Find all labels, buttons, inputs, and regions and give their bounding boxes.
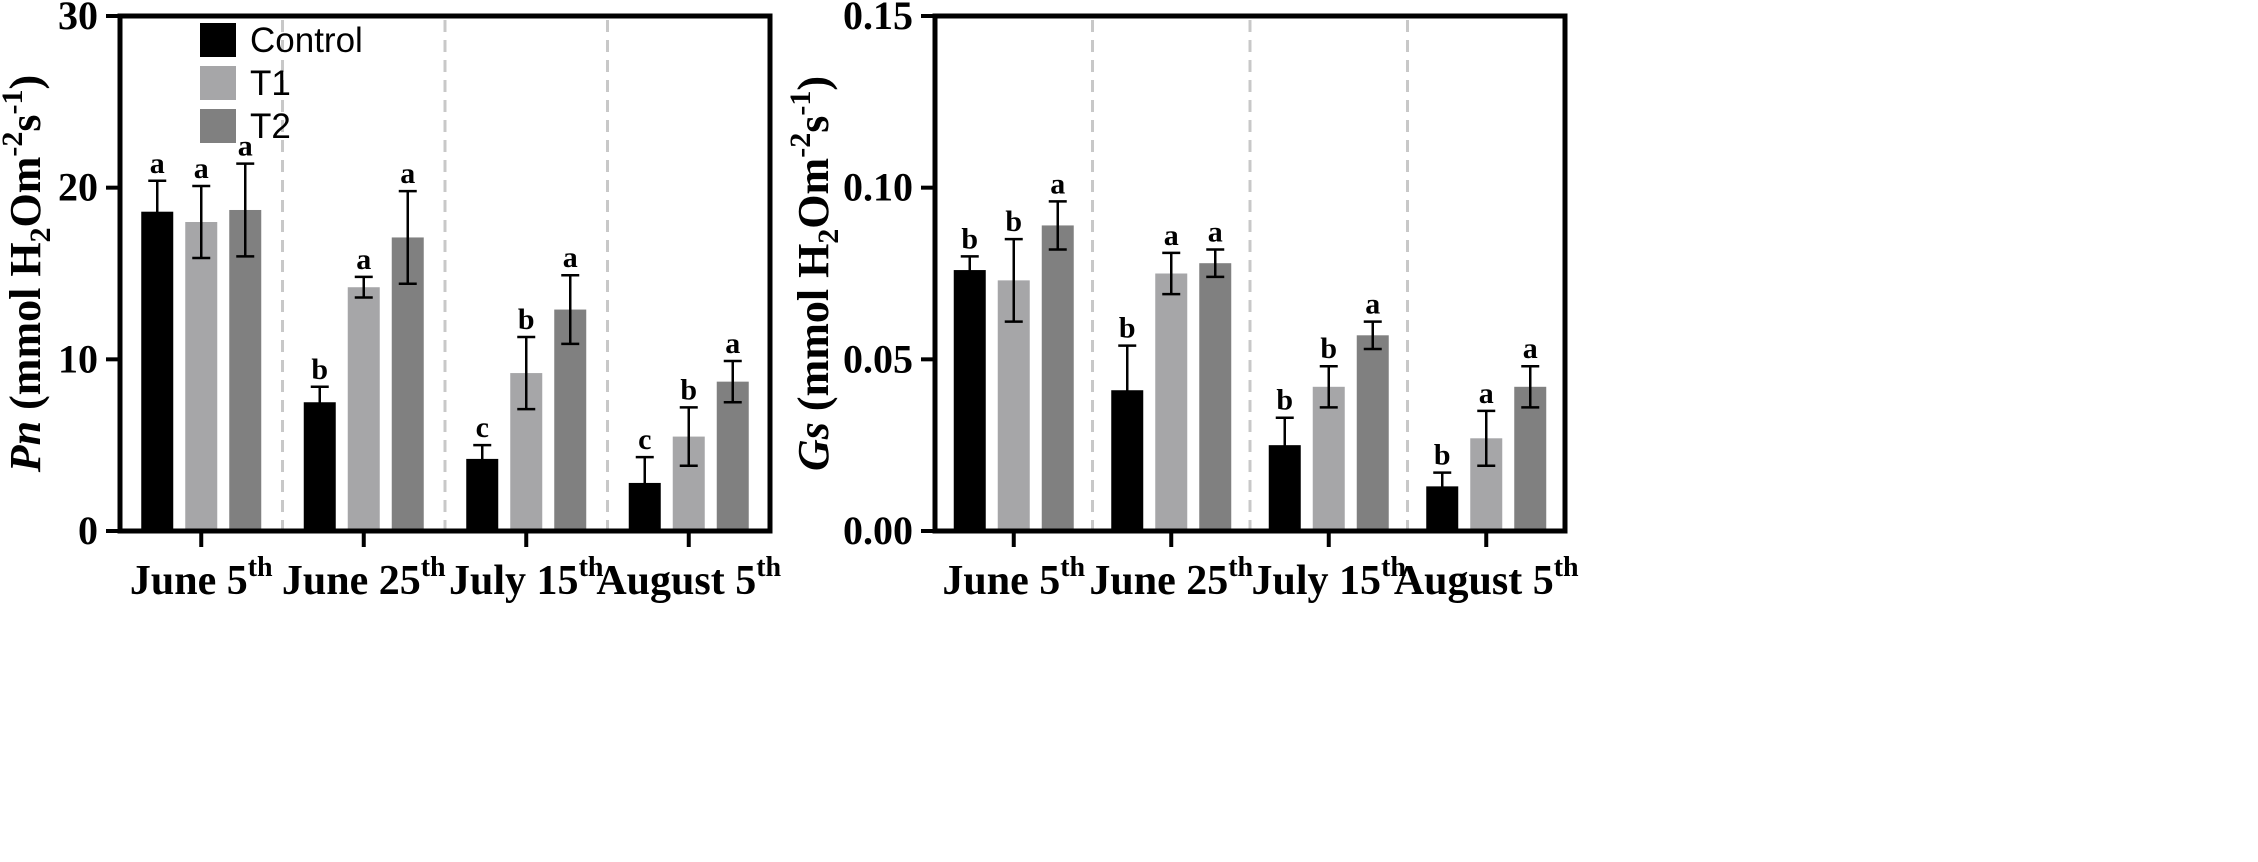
error-bar: [679, 406, 698, 468]
error-bar: [1477, 409, 1496, 468]
error-bar: [1206, 248, 1225, 279]
significance-letter: b: [518, 303, 535, 336]
legend-swatch-control: [200, 23, 236, 57]
significance-letter: a: [150, 147, 165, 180]
bar-t1-2: [347, 287, 380, 531]
x-category-label: August 5th: [1394, 552, 1579, 604]
error-bar: [1004, 237, 1023, 323]
error-bar: [192, 184, 211, 260]
x-category-label: July 15th: [449, 552, 604, 604]
error-bar: [1363, 320, 1382, 351]
error-bar: [236, 162, 255, 258]
significance-letter: a: [356, 243, 371, 276]
y-axis-label: Gs (mmol H2Om-2s-1): [784, 76, 845, 471]
significance-letter: a: [563, 241, 578, 274]
x-category-label: August 5th: [596, 552, 781, 604]
significance-letter: b: [1276, 384, 1293, 417]
error-bar: [1048, 200, 1067, 251]
x-category-label: July 15th: [1252, 552, 1407, 604]
y-tick-label: 30: [58, 0, 98, 38]
significance-letter: b: [1005, 205, 1022, 238]
legend-swatch-t2: [200, 109, 236, 143]
bar-control-2: [303, 402, 336, 531]
y-tick-label: 10: [58, 336, 98, 381]
error-bar: [148, 179, 167, 244]
bar-control-1: [141, 211, 174, 531]
significance-letter: a: [238, 130, 253, 163]
error-bar: [960, 255, 979, 286]
error-bar: [398, 189, 417, 286]
significance-letter: a: [1523, 332, 1538, 365]
bar-control-1: [953, 270, 986, 531]
legend-swatch-t1: [200, 66, 236, 100]
error-bar: [561, 273, 580, 346]
significance-letter: b: [1320, 332, 1337, 365]
significance-letter: c: [476, 411, 489, 444]
bar-t1-2: [1155, 273, 1188, 531]
y-tick-label: 20: [58, 165, 98, 210]
bar-t2-1: [229, 209, 262, 531]
x-category-label: June 5th: [130, 552, 273, 604]
legend-label: T2: [250, 107, 291, 146]
error-bar: [517, 335, 536, 411]
legend-label: T1: [250, 64, 291, 103]
x-category-label: June 25th: [282, 552, 446, 604]
bar-t2-1: [1041, 225, 1074, 531]
y-tick-label: 0: [78, 508, 98, 553]
bar-t1-3: [1312, 386, 1345, 531]
significance-letter: a: [194, 152, 209, 185]
error-bar: [310, 385, 329, 419]
bar-t2-2: [391, 237, 424, 531]
error-bar: [723, 359, 742, 404]
y-axis-label: Pn (mmol H2Om-2s-1): [0, 75, 57, 473]
error-bar: [1162, 251, 1181, 296]
significance-letter: c: [638, 423, 651, 456]
y-tick-label: 0.15: [843, 0, 913, 38]
significance-letter: a: [400, 157, 415, 190]
significance-letter: a: [725, 327, 740, 360]
significance-letter: b: [680, 373, 697, 406]
error-bar: [354, 275, 373, 299]
significance-letter: b: [1434, 439, 1451, 472]
significance-letter: a: [1208, 215, 1223, 248]
bar-t1-1: [185, 222, 218, 531]
error-bar: [1319, 364, 1338, 409]
bar-t2-4: [716, 381, 749, 531]
significance-letter: a: [1479, 377, 1494, 410]
y-tick-label: 0.00: [843, 508, 913, 553]
significance-letter: a: [1164, 219, 1179, 252]
plot-frame: [117, 13, 773, 534]
x-category-label: June 25th: [1089, 552, 1253, 604]
bar-t2-4: [1514, 386, 1547, 531]
x-category-label: June 5th: [942, 552, 1085, 604]
legend: Control T1 T2: [200, 21, 363, 146]
error-bar: [635, 455, 654, 510]
bar-t2-3: [554, 309, 587, 531]
error-bar: [1275, 416, 1294, 474]
y-tick-label: 0.10: [843, 165, 913, 210]
significance-letter: a: [1365, 288, 1380, 321]
error-bar: [1118, 344, 1137, 437]
error-bar: [1521, 364, 1540, 409]
bar-t2-2: [1199, 263, 1232, 531]
y-tick-label: 0.05: [843, 336, 913, 381]
error-bar: [473, 443, 492, 474]
significance-letter: a: [1050, 167, 1065, 200]
plot-frame: [932, 13, 1568, 534]
bar-t2-3: [1356, 335, 1389, 531]
significance-letter: b: [1119, 312, 1136, 345]
error-bar: [1433, 471, 1452, 502]
significance-letter: b: [961, 222, 978, 255]
significance-letter: b: [311, 353, 328, 386]
legend-label: Control: [250, 21, 363, 60]
